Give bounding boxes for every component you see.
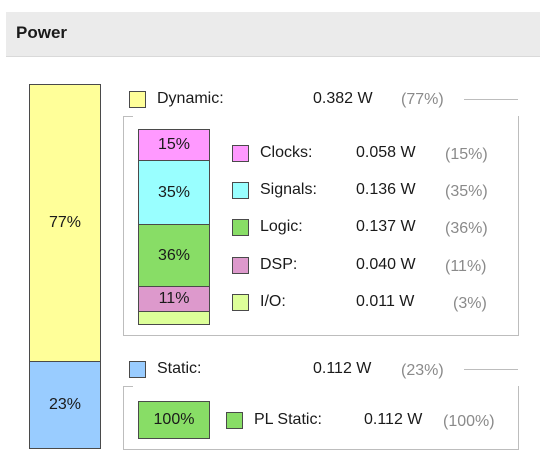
dsp-label: DSP: xyxy=(260,256,298,273)
static-bar-pl-static-label: 100% xyxy=(153,411,195,428)
dsp-percent: (11%) xyxy=(445,258,487,275)
dynamic-breakdown-group xyxy=(123,116,519,336)
dynamic-bar-logic-segment: 36% xyxy=(138,224,210,287)
pl-static-value: 0.112 W xyxy=(364,411,423,428)
dynamic-label: Dynamic: xyxy=(157,90,224,107)
static-group-top-line xyxy=(123,386,133,387)
signals-label: Signals: xyxy=(260,181,317,198)
dynamic-bar-clocks-segment: 15% xyxy=(138,129,210,161)
clocks-value: 0.058 W xyxy=(356,144,416,161)
dynamic-bar-signals-segment: 35% xyxy=(138,160,210,225)
static-bar-pl-static-segment: 100% xyxy=(138,401,210,439)
dynamic-legend-swatch xyxy=(129,91,146,108)
dynamic-bar-dsp-segment: 11% xyxy=(138,286,210,312)
io-legend-swatch xyxy=(232,294,249,311)
dynamic-bar-logic-label: 36% xyxy=(157,246,191,264)
logic-legend-swatch xyxy=(232,219,249,236)
io-label: I/O: xyxy=(260,293,286,310)
io-value: 0.011 W xyxy=(356,293,415,310)
static-breakdown-group xyxy=(123,386,519,450)
clocks-label: Clocks: xyxy=(260,144,313,161)
signals-value: 0.136 W xyxy=(356,181,416,198)
dynamic-value: 0.382 W xyxy=(313,90,373,107)
dsp-value: 0.040 W xyxy=(356,256,416,273)
pl-static-percent: (100%) xyxy=(443,413,495,430)
static-value: 0.112 W xyxy=(313,360,372,377)
static-percent: (23%) xyxy=(401,362,444,379)
main-bar-static-label: 23% xyxy=(48,396,82,413)
dynamic-bar-clocks-label: 15% xyxy=(157,136,191,153)
clocks-legend-swatch xyxy=(232,145,249,162)
power-panel-header: Power xyxy=(6,12,540,57)
dynamic-group-top-line xyxy=(123,116,133,117)
dsp-legend-swatch xyxy=(232,257,249,274)
static-label: Static: xyxy=(157,360,202,377)
io-percent: (3%) xyxy=(453,295,487,312)
dynamic-group-divider xyxy=(464,99,518,100)
dynamic-bar-signals-label: 35% xyxy=(157,183,191,201)
main-bar-dynamic-segment: 77% xyxy=(29,84,101,362)
main-bar-dynamic-label: 77% xyxy=(48,214,82,231)
signals-percent: (35%) xyxy=(445,183,488,200)
logic-label: Logic: xyxy=(260,218,303,235)
main-bar-static-segment: 23% xyxy=(29,361,101,449)
dynamic-bar-io-segment xyxy=(138,311,210,325)
logic-percent: (36%) xyxy=(445,220,488,237)
panel-title: Power xyxy=(16,23,68,42)
static-group-divider xyxy=(464,369,518,370)
signals-legend-swatch xyxy=(232,182,249,199)
logic-value: 0.137 W xyxy=(356,218,416,235)
clocks-percent: (15%) xyxy=(445,146,488,163)
dynamic-bar-dsp-label: 11% xyxy=(158,290,190,307)
static-legend-swatch xyxy=(129,361,146,378)
dynamic-percent: (77%) xyxy=(401,91,444,108)
pl-static-label: PL Static: xyxy=(254,411,322,428)
pl-static-legend-swatch xyxy=(226,412,243,429)
